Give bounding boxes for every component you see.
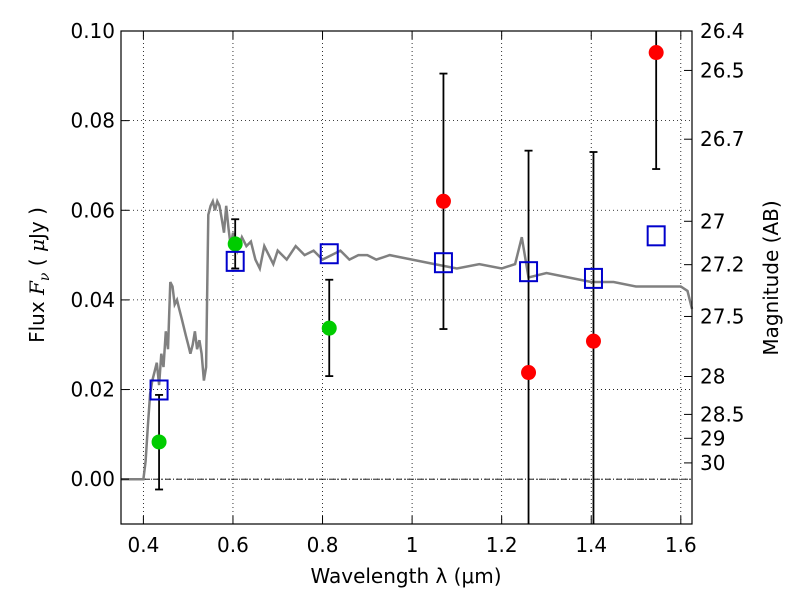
model-flux-square bbox=[583, 267, 603, 289]
y-tick-label: 0.00 bbox=[70, 467, 115, 491]
y-label-f: F bbox=[25, 280, 49, 296]
y-tick-label: 0.04 bbox=[70, 288, 115, 312]
model-flux-square bbox=[225, 250, 245, 272]
y-tick-label: 0.02 bbox=[70, 378, 115, 402]
x-tick-label: 1 bbox=[406, 533, 419, 557]
data-point bbox=[227, 236, 243, 252]
mag-tick-label: 27.5 bbox=[700, 304, 745, 328]
mag-tick-label: 27.2 bbox=[700, 253, 745, 277]
data-markers bbox=[149, 45, 666, 450]
y-label-unit: Jy ) bbox=[25, 207, 49, 241]
right-axis-label: Magnitude (AB) bbox=[759, 200, 783, 355]
x-tick-label: 0.6 bbox=[217, 533, 249, 557]
data-point bbox=[151, 434, 167, 450]
data-point bbox=[435, 193, 451, 209]
tick-marks bbox=[121, 30, 692, 524]
mag-tick-label: 30 bbox=[700, 451, 725, 475]
data-point bbox=[321, 320, 337, 336]
mag-tick-label: 27 bbox=[700, 209, 725, 233]
x-tick-label: 0.8 bbox=[307, 533, 339, 557]
x-tick-label: 0.4 bbox=[127, 533, 159, 557]
model-flux-square bbox=[149, 379, 169, 401]
data-point bbox=[648, 45, 664, 61]
x-axis-label: Wavelength λ (μm) bbox=[310, 564, 501, 588]
tick-labels: 0.4 0.6 0.8 1 1.2 1.4 1.6 0.00 0.02 0.04 0.06 0.08 0… bbox=[70, 19, 744, 557]
x-tick-label: 1.4 bbox=[575, 533, 607, 557]
mag-tick-label: 26.5 bbox=[700, 58, 745, 82]
y-label-nu: ν bbox=[37, 272, 53, 281]
y-label-prefix: Flux bbox=[25, 295, 49, 343]
model-flux-square bbox=[646, 225, 666, 247]
x-tick-label: 1.2 bbox=[486, 533, 518, 557]
mag-tick-label: 28 bbox=[700, 365, 725, 389]
mag-tick-label: 26.4 bbox=[700, 19, 745, 43]
model-flux-square bbox=[319, 243, 339, 265]
y-tick-label: 0.08 bbox=[70, 109, 115, 133]
data-point bbox=[585, 333, 601, 349]
y-tick-label: 0.10 bbox=[70, 19, 115, 43]
mag-tick-label: 26.7 bbox=[700, 127, 745, 151]
y-label-open: ( bbox=[25, 252, 49, 273]
data-point bbox=[521, 365, 537, 381]
y-axis-label: Flux Fν ( μJy ) bbox=[25, 207, 53, 343]
plot-frame bbox=[120, 30, 693, 525]
y-label-mu: μ bbox=[25, 239, 49, 252]
y-tick-label: 0.06 bbox=[70, 198, 115, 222]
x-tick-label: 1.6 bbox=[665, 533, 697, 557]
mag-tick-label: 28.5 bbox=[700, 402, 745, 426]
model-flux-square bbox=[433, 252, 453, 274]
model-flux-square bbox=[519, 261, 539, 283]
mag-tick-label: 29 bbox=[700, 426, 725, 450]
